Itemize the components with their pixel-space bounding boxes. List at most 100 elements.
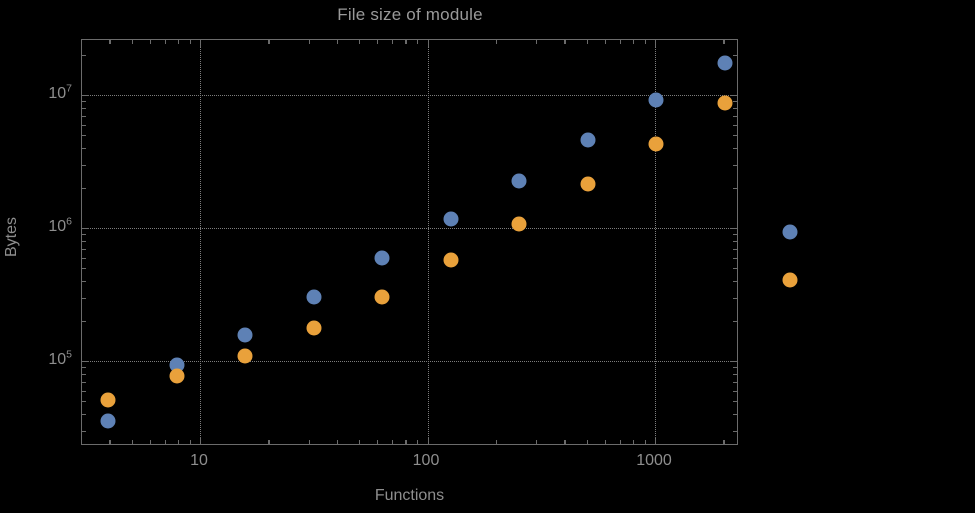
data-point (580, 132, 596, 148)
x-axis-title: Functions (374, 487, 445, 504)
data-point (100, 413, 116, 429)
data-point (648, 136, 664, 152)
y-tick-left (82, 164, 86, 166)
x-tick-top (417, 40, 419, 44)
y-tick-right (733, 430, 737, 432)
x-tick-top (377, 40, 379, 44)
data-point (648, 92, 664, 108)
y-tick-label-10e7: 107 (24, 82, 72, 103)
y-tick-right (733, 54, 737, 57)
x-tick-bottom (564, 440, 566, 444)
y-tick-left (82, 248, 86, 250)
y-tick-left (82, 95, 89, 97)
x-tick-top (536, 40, 538, 44)
data-point (443, 252, 459, 268)
y-tick-mantissa: 10 (48, 218, 67, 235)
y-tick-left (82, 187, 86, 190)
x-tick-bottom (164, 440, 166, 444)
y-tick-right (730, 228, 737, 230)
y-tick-left (82, 54, 86, 57)
x-tick-top (604, 40, 606, 44)
x-tick-bottom (131, 440, 133, 444)
y-tick-left (82, 381, 86, 383)
x-tick-top (586, 40, 588, 44)
x-tick-bottom (427, 437, 429, 444)
y-tick-left (82, 101, 86, 103)
y-tick-exponent: 6 (66, 215, 72, 228)
y-tick-right (733, 280, 737, 283)
x-tick-bottom (200, 437, 202, 444)
y-tick-exponent: 7 (66, 82, 72, 95)
x-tick-bottom (189, 440, 191, 444)
x-tick-top (131, 40, 133, 44)
x-tick-label-10: 10 (190, 452, 208, 469)
y-tick-left (82, 135, 86, 137)
x-tick-label-100: 100 (412, 452, 440, 469)
x-tick-bottom (644, 440, 646, 444)
y-tick-label-10e5: 105 (24, 349, 72, 369)
x-tick-top (177, 40, 180, 44)
y-tick-right (730, 361, 737, 363)
x-tick-top (723, 40, 725, 44)
x-tick-bottom (619, 440, 621, 444)
data-point (374, 250, 390, 266)
x-tick-label-1000: 1000 (636, 452, 672, 469)
x-tick-bottom (632, 440, 635, 444)
y-tick-right (733, 240, 737, 243)
x-tick-bottom (536, 440, 538, 444)
y-tick-left (82, 367, 86, 369)
data-point (306, 320, 322, 336)
data-point-outside-frame (782, 272, 798, 288)
x-tick-top (495, 40, 498, 44)
x-tick-bottom (655, 437, 657, 444)
y-gridline (82, 228, 737, 229)
x-tick-bottom (308, 440, 310, 444)
x-tick-bottom (723, 440, 725, 444)
data-point (717, 55, 733, 71)
y-tick-right (733, 257, 737, 259)
x-tick-bottom (392, 440, 394, 444)
x-tick-top (200, 40, 202, 47)
x-tick-bottom (109, 440, 111, 444)
y-tick-right (733, 268, 737, 270)
y-tick-right (733, 164, 737, 166)
y-tick-right (733, 187, 737, 190)
data-point (169, 368, 185, 384)
y-tick-left (82, 147, 86, 150)
x-tick-top (164, 40, 166, 44)
data-point (443, 211, 459, 227)
x-gridline (200, 40, 201, 444)
y-tick-left (82, 320, 86, 323)
x-tick-top (268, 40, 270, 44)
x-tick-bottom (377, 440, 379, 444)
chart-title: File size of module (337, 5, 483, 24)
y-tick-left (82, 124, 86, 126)
y-tick-right (733, 320, 737, 323)
y-tick-right (733, 107, 737, 110)
y-tick-right (733, 135, 737, 137)
x-tick-top (359, 40, 361, 44)
y-tick-left (82, 280, 86, 283)
x-tick-bottom (336, 440, 339, 444)
y-tick-right (733, 234, 737, 236)
data-point (100, 392, 116, 408)
data-point (511, 173, 527, 189)
y-tick-left (82, 115, 86, 117)
y-tick-right (733, 124, 737, 126)
data-point (374, 289, 390, 305)
x-tick-top (149, 40, 151, 44)
y-tick-label-10e6: 106 (24, 215, 72, 236)
y-tick-right (733, 297, 737, 299)
y-tick-left (82, 413, 86, 416)
x-tick-bottom (149, 440, 151, 444)
x-tick-bottom (177, 440, 180, 444)
x-tick-top (632, 40, 635, 44)
x-tick-top (336, 40, 339, 44)
data-point (717, 95, 733, 111)
y-tick-mantissa: 10 (48, 351, 67, 368)
y-tick-left (82, 297, 86, 299)
x-tick-bottom (586, 440, 588, 444)
x-tick-top (109, 40, 111, 44)
data-point-outside-frame (782, 224, 798, 240)
